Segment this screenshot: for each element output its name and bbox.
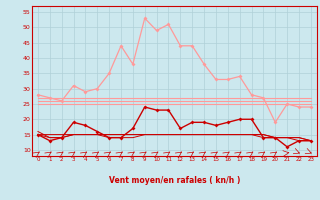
X-axis label: Vent moyen/en rafales ( kn/h ): Vent moyen/en rafales ( kn/h ): [109, 176, 240, 185]
